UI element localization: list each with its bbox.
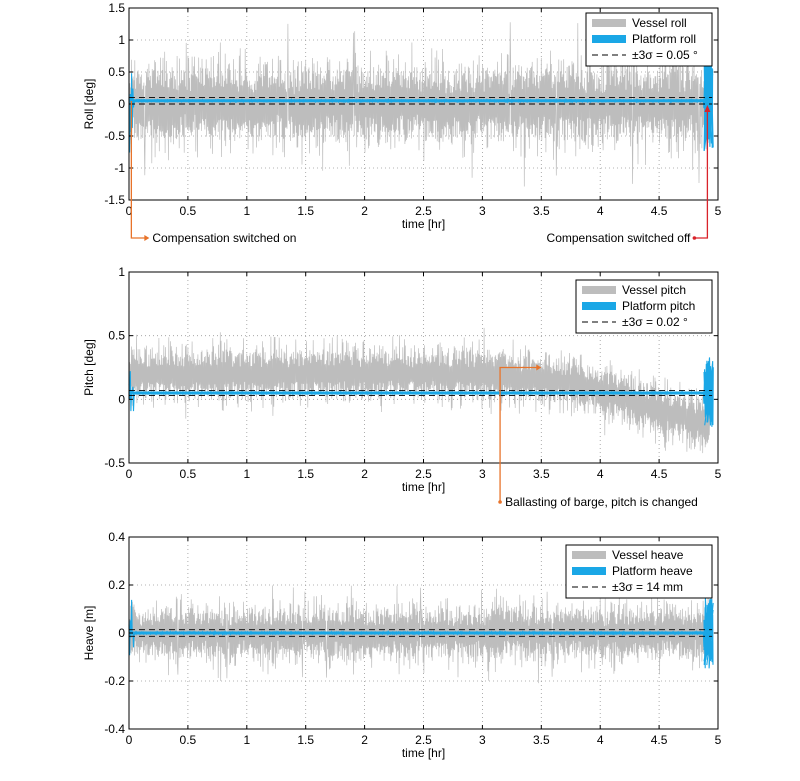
legend-label: ±3σ = 0.05 ° <box>632 48 698 62</box>
x-tick-label: 2.5 <box>415 467 432 481</box>
annotation-switched-off: Compensation switched off <box>547 231 692 245</box>
chart-0: 0 0.5 1 1.5 2 2.5 3 3.5 4 4.5 5 -1.5 -1 -0.5 0 0.5 1 1.5 t… <box>82 1 722 231</box>
x-tick-label: 5 <box>715 467 722 481</box>
x-tick-label: 2 <box>361 467 368 481</box>
annotation-dot <box>692 236 697 240</box>
y-tick-label: 0.5 <box>108 65 125 79</box>
legend-label: Vessel heave <box>612 548 684 562</box>
chart-2: 0 0.5 1 1.5 2 2.5 3 3.5 4 4.5 5 -0.4 -0.2 0 0.2 0.4 time… <box>82 530 722 760</box>
x-tick-label: 0.5 <box>180 733 197 747</box>
legend-label: ±3σ = 0.02 ° <box>622 315 688 329</box>
legend-label: Platform pitch <box>622 299 695 313</box>
legend-label: Vessel roll <box>632 16 687 30</box>
x-tick-label: 0.5 <box>180 204 197 218</box>
y-tick-label: -0.4 <box>104 722 125 736</box>
x-tick-label: 4 <box>597 733 604 747</box>
y-tick-label: -0.5 <box>104 129 125 143</box>
x-tick-label: 2 <box>361 733 368 747</box>
x-tick-label: 0 <box>126 467 133 481</box>
x-tick-label: 4 <box>597 467 604 481</box>
y-tick-label: -0.5 <box>104 456 125 470</box>
vessel-trace <box>128 21 711 187</box>
legend: Vessel roll Platform roll ±3σ = 0.05 ° <box>585 12 713 67</box>
x-axis-label: time [hr] <box>402 480 445 494</box>
y-tick-label: -1 <box>114 161 125 175</box>
y-tick-label: 1.5 <box>108 1 125 15</box>
x-tick-label: 1 <box>243 733 250 747</box>
y-tick-label: 1 <box>118 33 125 47</box>
annotation-ballasting: Ballasting of barge, pitch is changed <box>505 495 698 509</box>
legend-label: Platform roll <box>632 32 696 46</box>
x-tick-label: 3 <box>479 733 486 747</box>
x-tick-label: 5 <box>715 204 722 218</box>
legend-label: Vessel pitch <box>622 283 686 297</box>
annotation-dot <box>498 500 502 504</box>
x-tick-label: 3 <box>479 467 486 481</box>
x-tick-label: 0 <box>126 204 133 218</box>
x-tick-label: 5 <box>715 733 722 747</box>
y-tick-label: 0 <box>118 97 125 111</box>
y-tick-label: 0.4 <box>108 530 125 544</box>
y-tick-label: 0 <box>118 626 125 640</box>
annotation-arrow-off <box>695 112 709 239</box>
annotation-arrowhead <box>536 364 542 371</box>
x-tick-label: 2.5 <box>415 204 432 218</box>
x-tick-label: 3.5 <box>533 733 550 747</box>
x-tick-label: 4 <box>597 204 604 218</box>
x-tick-label: 3.5 <box>533 467 550 481</box>
y-tick-label: 0.2 <box>108 578 125 592</box>
x-tick-label: 1 <box>243 467 250 481</box>
y-axis-label: Heave [m] <box>82 606 96 661</box>
x-axis-label: time [hr] <box>402 746 445 760</box>
annotation-arrowhead <box>704 105 711 112</box>
annotation-arrowhead <box>144 235 150 241</box>
x-tick-label: 1.5 <box>297 204 314 218</box>
y-tick-label: -0.2 <box>104 674 125 688</box>
y-tick-label: -1.5 <box>104 193 125 207</box>
x-tick-label: 3 <box>479 204 486 218</box>
y-axis-label: Roll [deg] <box>82 79 96 130</box>
x-tick-label: 2 <box>361 204 368 218</box>
legend: Vessel pitch Platform pitch ±3σ = 0.02 ° <box>575 279 713 334</box>
legend: Vessel heave Platform heave ±3σ = 14 mm <box>565 544 713 599</box>
x-tick-label: 2.5 <box>415 733 432 747</box>
x-tick-label: 3.5 <box>533 204 550 218</box>
x-tick-label: 0.5 <box>180 467 197 481</box>
y-tick-label: 0 <box>118 392 125 406</box>
x-tick-label: 1.5 <box>297 733 314 747</box>
x-tick-label: 0 <box>126 733 133 747</box>
y-axis-label: Pitch [deg] <box>82 339 96 396</box>
x-axis-label: time [hr] <box>402 217 445 231</box>
x-tick-label: 1 <box>243 204 250 218</box>
y-tick-label: 0.5 <box>108 329 125 343</box>
x-tick-label: 4.5 <box>651 204 668 218</box>
annotation-arrow-on <box>130 101 146 239</box>
legend-label: Platform heave <box>612 564 693 578</box>
legend-label: ±3σ = 14 mm <box>612 580 683 594</box>
x-tick-label: 4.5 <box>651 467 668 481</box>
annotation-arrow-ballast <box>499 366 538 502</box>
x-tick-label: 1.5 <box>297 467 314 481</box>
annotations: Compensation switched on Compensation swi… <box>130 101 711 509</box>
y-tick-label: 1 <box>118 265 125 279</box>
annotation-switched-on: Compensation switched on <box>152 231 296 245</box>
x-tick-label: 4.5 <box>651 733 668 747</box>
vessel-trace <box>128 327 711 454</box>
